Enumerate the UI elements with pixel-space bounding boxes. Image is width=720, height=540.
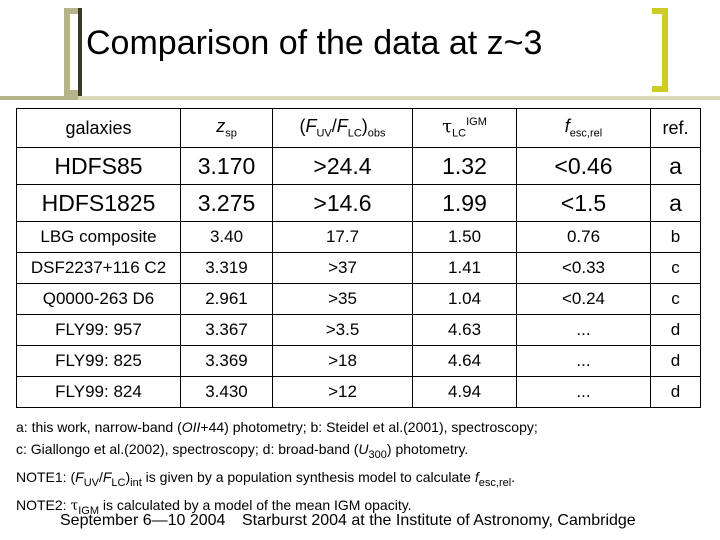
table-row: FLY99: 824 3.430 >12 4.94 ... d [16, 376, 701, 408]
cell-flux: >18 [272, 345, 413, 377]
table-row: FLY99: 825 3.369 >18 4.64 ... d [16, 345, 701, 377]
cell-galaxy: FLY99: 957 [16, 314, 181, 346]
cell-galaxy: Q0000-263 D6 [16, 283, 181, 315]
cell-tau: 4.64 [412, 345, 517, 377]
footnote-line-2: c: Giallongo et al.(2002), spectroscopy;… [16, 441, 469, 461]
cell-tau: 1.32 [412, 147, 517, 185]
cell-flux: >24.4 [272, 147, 413, 185]
cell-fesc: ... [516, 314, 651, 346]
cell-galaxy: HDFS1825 [16, 184, 181, 222]
cell-flux: >12 [272, 376, 413, 408]
footer-event: Starburst 2004 at the Institute of Astro… [242, 512, 636, 529]
cell-tau: 1.41 [412, 252, 517, 284]
cell-zsp: 3.170 [180, 147, 273, 185]
table-row: HDFS1825 3.275 >14.6 1.99 <1.5 a [16, 184, 701, 222]
cell-flux: >35 [272, 283, 413, 315]
cell-flux: >37 [272, 252, 413, 284]
cell-ref: b [650, 221, 701, 253]
header-fesc: fesc,rel [516, 108, 651, 148]
comparison-table: galaxies zsp (FUV/FLC)obs τLCIGM fesc,re… [16, 108, 701, 408]
cell-galaxy: FLY99: 825 [16, 345, 181, 377]
table-row: FLY99: 957 3.367 >3.5 4.63 ... d [16, 314, 701, 346]
cell-tau: 1.99 [412, 184, 517, 222]
cell-ref: d [650, 314, 701, 346]
cell-flux: 17.7 [272, 221, 413, 253]
cell-fesc: <0.24 [516, 283, 651, 315]
cell-fesc: ... [516, 376, 651, 408]
slide-title: Comparison of the data at z~3 [86, 24, 543, 62]
bracket-left-decoration [64, 8, 78, 96]
cell-galaxy: LBG composite [16, 221, 181, 253]
cell-zsp: 3.275 [180, 184, 273, 222]
cell-galaxy: DSF2237+116 C2 [16, 252, 181, 284]
header-galaxies: galaxies [16, 108, 181, 148]
cell-flux: >3.5 [272, 314, 413, 346]
cell-fesc: 0.76 [516, 221, 651, 253]
footnote-line-1: a: this work, narrow-band (OII+44) photo… [16, 419, 538, 435]
table-row: LBG composite 3.40 17.7 1.50 0.76 b [16, 221, 701, 253]
cell-zsp: 2.961 [180, 283, 273, 315]
cell-fesc: <0.33 [516, 252, 651, 284]
footnote-line-4: NOTE2: τIGM is calculated by a model of … [16, 496, 412, 517]
cell-fesc: <0.46 [516, 147, 651, 185]
title-underline [0, 96, 720, 100]
header-tau: τLCIGM [412, 108, 517, 148]
cell-ref: c [650, 252, 701, 284]
cell-flux: >14.6 [272, 184, 413, 222]
cell-ref: d [650, 345, 701, 377]
cell-tau: 1.50 [412, 221, 517, 253]
cell-tau: 4.63 [412, 314, 517, 346]
cell-ref: a [650, 184, 701, 222]
cell-galaxy: HDFS85 [16, 147, 181, 185]
cell-fesc: ... [516, 345, 651, 377]
table-row: HDFS85 3.170 >24.4 1.32 <0.46 a [16, 147, 701, 185]
cell-fesc: <1.5 [516, 184, 651, 222]
cell-zsp: 3.430 [180, 376, 273, 408]
cell-ref: d [650, 376, 701, 408]
cell-tau: 4.94 [412, 376, 517, 408]
table-header-row: galaxies zsp (FUV/FLC)obs τLCIGM fesc,re… [16, 108, 701, 148]
table-row: DSF2237+116 C2 3.319 >37 1.41 <0.33 c [16, 252, 701, 284]
cell-ref: a [650, 147, 701, 185]
bracket-left-inner-decoration [78, 8, 82, 96]
cell-zsp: 3.367 [180, 314, 273, 346]
footnote-line-3: NOTE1: (FUV/FLC)int is given by a popula… [16, 468, 516, 489]
cell-galaxy: FLY99: 824 [16, 376, 181, 408]
footer-date: September 6—10 2004 [60, 512, 226, 529]
cell-zsp: 3.319 [180, 252, 273, 284]
cell-ref: c [650, 283, 701, 315]
header-zsp: zsp [180, 108, 273, 148]
header-ref: ref. [650, 108, 701, 148]
cell-tau: 1.04 [412, 283, 517, 315]
footnotes: a: this work, narrow-band (OII+44) photo… [16, 416, 710, 521]
bracket-right-decoration [652, 8, 668, 92]
cell-zsp: 3.40 [180, 221, 273, 253]
table-row: Q0000-263 D6 2.961 >35 1.04 <0.24 c [16, 283, 701, 315]
cell-zsp: 3.369 [180, 345, 273, 377]
header-flux-ratio: (FUV/FLC)obs [272, 108, 413, 148]
